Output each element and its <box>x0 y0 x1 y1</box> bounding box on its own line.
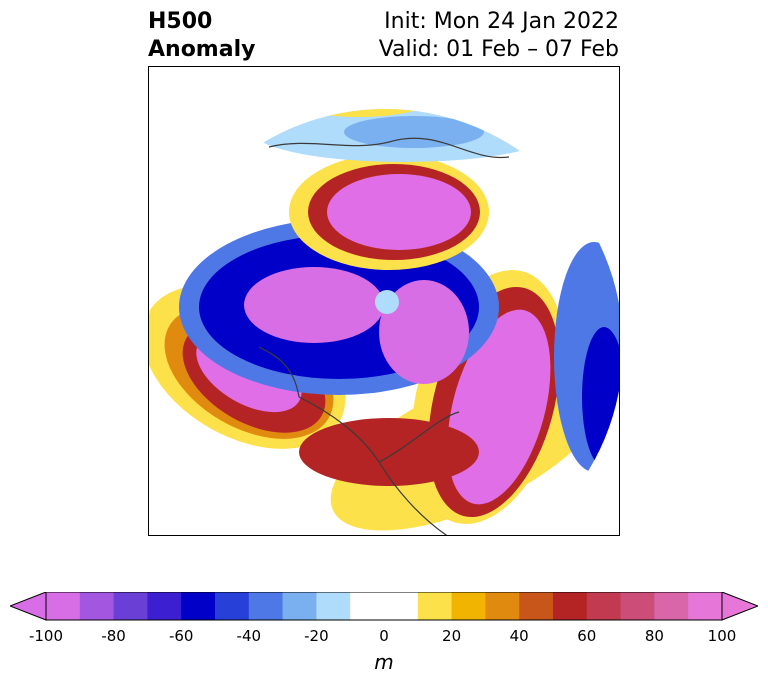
ridge-europe <box>279 109 439 117</box>
colorbar-segment <box>350 592 385 620</box>
colorbar-segment <box>316 592 351 620</box>
colorbar-tick-label: -20 <box>304 627 329 645</box>
colorbar-tick-label: 20 <box>442 627 462 645</box>
colorbar-segment <box>553 592 588 620</box>
ridge-us-red <box>299 418 479 486</box>
colorbar-extend-max <box>721 592 758 621</box>
colorbar-tick-label: -60 <box>168 627 194 645</box>
colorbar-tick-label: 80 <box>644 627 664 645</box>
colorbar <box>10 592 758 621</box>
colorbar-tick-label: 40 <box>509 627 529 645</box>
colorbar-segment <box>46 592 81 620</box>
colorbar-segment <box>215 592 250 620</box>
colorbar-segment <box>79 592 115 620</box>
coastlines <box>258 137 510 535</box>
colorbar-segment <box>688 592 723 620</box>
colorbar-segment <box>519 592 554 620</box>
forecast-dates: Init: Mon 24 Jan 2022 Valid: 01 Feb – 07… <box>379 8 619 64</box>
colorbar-segment <box>248 592 284 620</box>
title-field: Anomaly <box>148 37 256 62</box>
colorbar-segment <box>654 592 689 620</box>
trough-core-east <box>379 280 469 384</box>
colorbar-segment <box>620 592 655 620</box>
colorbar-segment <box>384 592 419 620</box>
colorbar-tick-label: 100 <box>707 627 737 645</box>
anomaly-map <box>148 66 620 536</box>
colorbar-tick-label: -40 <box>236 627 262 645</box>
colorbar-frame <box>45 592 723 621</box>
valid-range: Valid: 01 Feb – 07 Feb <box>378 37 619 62</box>
init-date: Init: Mon 24 Jan 2022 <box>384 9 619 34</box>
colorbar-segment <box>113 592 148 620</box>
colorbar-segment <box>147 592 182 620</box>
ridge-siberia-core <box>327 174 471 250</box>
unit-label: m <box>374 650 394 674</box>
colorbar-tick-label: -80 <box>101 627 126 645</box>
title-variable: H500 <box>148 9 213 34</box>
pole-marker <box>375 290 399 314</box>
colorbar-segment <box>586 592 622 620</box>
colorbar-segment <box>181 592 216 620</box>
colorbar-segment <box>485 592 520 620</box>
colorbar-extend-min <box>10 592 47 621</box>
colorbar-tick-label: 60 <box>577 627 597 645</box>
map-canvas <box>149 109 619 535</box>
map-title: H500 Anomaly <box>148 8 255 64</box>
trough-core-west <box>244 267 384 343</box>
colorbar-segment <box>451 592 486 620</box>
colorbar-segment <box>417 592 453 620</box>
trough-asia-blue <box>344 116 484 148</box>
colorbar-segment <box>282 592 317 620</box>
colorbar-tick-label: -100 <box>28 627 64 645</box>
colorbar-tick-label: 0 <box>379 627 389 645</box>
